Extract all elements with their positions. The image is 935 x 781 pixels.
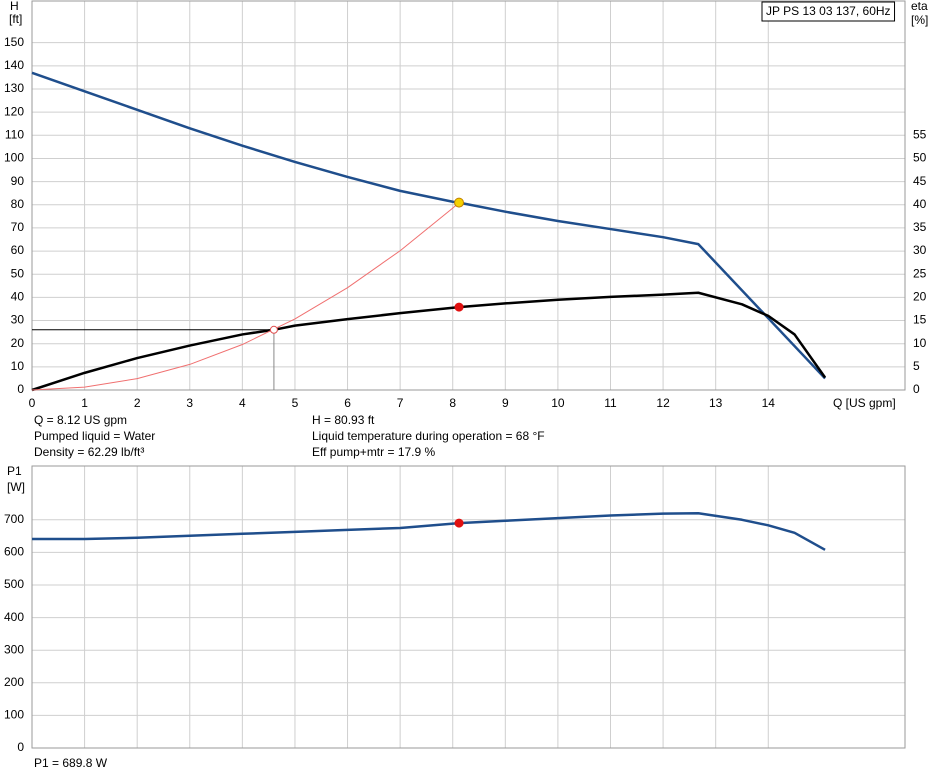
marker [269,325,278,334]
y-tick-label: 0 [17,382,24,396]
x-tick-label: 0 [29,396,36,410]
y-tick-label: 40 [11,290,25,304]
x-tick-label: 3 [186,396,193,410]
y-tick-label: 200 [4,675,24,689]
y-tick-label: 150 [4,35,24,49]
y-label: P1 [7,464,22,478]
y-tick-label: 140 [4,58,24,72]
info: Q = 8.12 US gpm [34,413,127,427]
y2-label: eta [911,0,928,13]
info: Liquid temperature during operation = 68… [312,429,545,443]
y-tick-label: 70 [11,220,25,234]
y-tick-label: 700 [4,512,24,526]
y2-tick-label: 5 [913,359,920,373]
y-unit: [ft] [9,12,22,26]
y-label: H [10,0,19,13]
x-tick-label: 7 [397,396,404,410]
y-tick-label: 100 [4,708,24,722]
y-tick-label: 120 [4,104,24,118]
marker [454,302,464,312]
plot-frame [31,0,906,391]
x-tick-label: 2 [134,396,141,410]
y-tick-label: 600 [4,545,24,559]
x-tick-label: 11 [604,396,617,410]
y2-tick-label: 10 [913,336,927,350]
x-label: Q [US gpm] [833,396,896,410]
marker [454,518,464,528]
y2-tick-label: 50 [913,151,927,165]
x-tick-label: 6 [344,396,351,410]
y-tick-label: 60 [11,243,25,257]
y-tick-label: 20 [11,336,25,350]
x-tick-label: 13 [709,396,723,410]
info: Pumped liquid = Water [34,429,155,443]
y-tick-label: 10 [11,359,25,373]
x-tick-label: 9 [502,396,509,410]
x-tick-label: 5 [292,396,299,410]
y2-tick-label: 0 [913,382,920,396]
info: P1 = 689.8 W [34,756,108,770]
y2-tick-label: 25 [913,266,927,280]
x-tick-label: 14 [762,396,776,410]
plot-frame [31,465,906,749]
y-tick-label: 0 [17,740,24,754]
info: H = 80.93 ft [312,413,375,427]
marker [454,197,465,208]
y-tick-label: 90 [11,174,25,188]
y2-tick-label: 55 [913,127,927,141]
y-tick-label: 130 [4,81,24,95]
y2-tick-label: 15 [913,313,927,327]
y-tick-label: 50 [11,266,25,280]
y2-tick-label: 40 [913,197,927,211]
x-tick-label: 10 [551,396,565,410]
y2-tick-label: 45 [913,174,927,188]
x-tick-label: 4 [239,396,246,410]
y2-unit: [%] [911,13,928,27]
curve [31,202,460,391]
x-tick-label: 8 [449,396,456,410]
y-tick-label: 100 [4,151,24,165]
info: Eff pump+mtr = 17.9 % [312,445,436,459]
y2-tick-label: 30 [913,243,927,257]
y-tick-label: 30 [11,313,25,327]
y-tick-label: 80 [11,197,25,211]
legend: JP PS 13 03 137, 60Hz [766,4,891,18]
y-tick-label: 300 [4,642,24,656]
curve [31,71,826,380]
info: Density = 62.29 lb/ft³ [34,445,144,459]
legend-box [761,1,896,22]
x-tick-label: 1 [81,396,88,410]
x-tick-label: 12 [656,396,670,410]
y-tick-label: 110 [5,127,24,141]
y-tick-label: 400 [4,610,24,624]
y2-tick-label: 20 [913,290,927,304]
y-tick-label: 500 [4,577,24,591]
y2-tick-label: 35 [913,220,927,234]
y-unit: [W] [7,480,25,494]
curve [32,512,826,551]
